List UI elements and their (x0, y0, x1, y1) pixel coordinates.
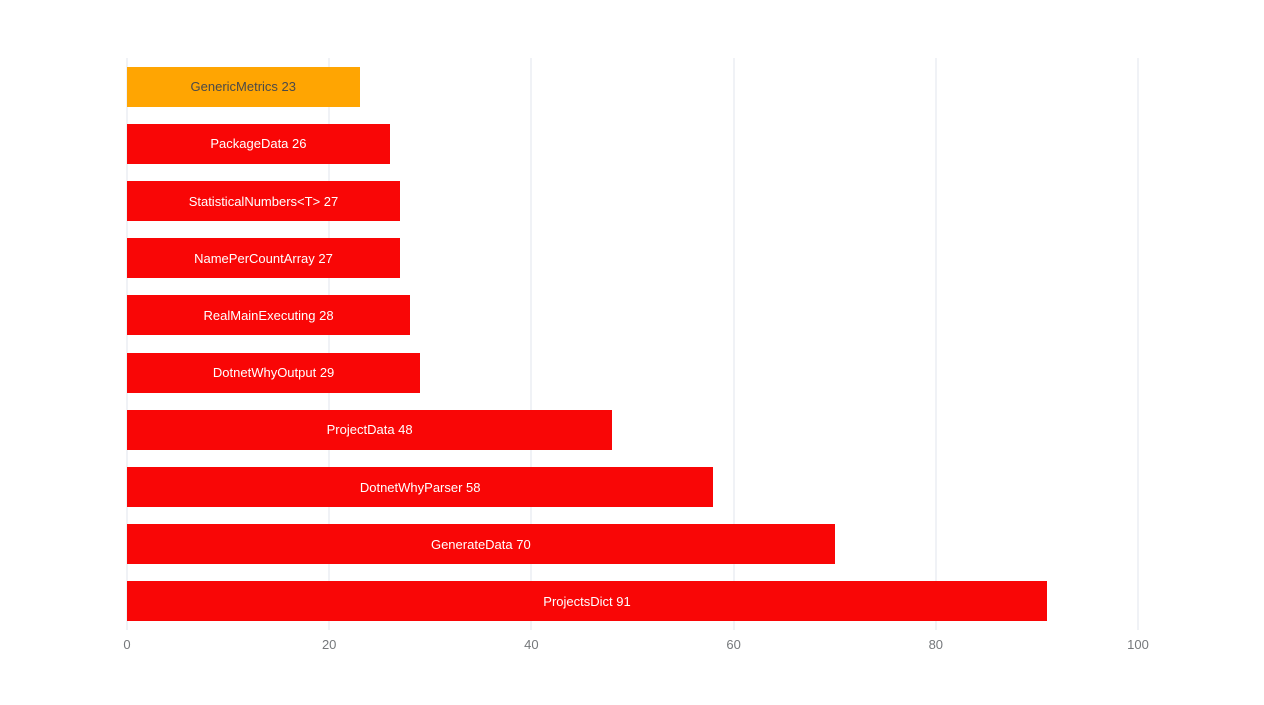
bar-row: NamePerCountArray 27 (127, 230, 1138, 287)
bar-row: StatisticalNumbers<T> 27 (127, 172, 1138, 229)
bar-generatedata: GenerateData 70 (127, 524, 835, 565)
bar-label: GenericMetrics 23 (190, 79, 296, 95)
bar-label: ProjectsDict 91 (543, 593, 631, 609)
x-axis: 0 20 40 60 80 100 (123, 630, 1148, 658)
bar-row: ProjectsDict 91 (127, 573, 1138, 630)
bar-dotnetwhyoutput: DotnetWhyOutput 29 (127, 352, 421, 393)
x-tick-label-0: 0 (123, 637, 131, 652)
bar-row: DotnetWhyOutput 29 (127, 344, 1138, 401)
bar-row: PackageData 26 (127, 115, 1138, 172)
bar-label: ProjectData 48 (326, 422, 413, 438)
x-tick-label-20: 20 (321, 637, 337, 652)
bar-label: StatisticalNumbers<T> 27 (188, 193, 339, 209)
bar-projectsdict: ProjectsDict 91 (127, 581, 1047, 622)
gridline-60 (733, 58, 735, 630)
bar-dotnetwhyparser: DotnetWhyParser 58 (127, 467, 714, 508)
bar-row: GenericMetrics 23 (127, 58, 1138, 115)
bar-row: GenerateData 70 (127, 516, 1138, 573)
bar-projectdata: ProjectData 48 (127, 409, 613, 450)
gridline-100 (1137, 58, 1139, 630)
bar-namepercountarray: NamePerCountArray 27 (127, 238, 400, 279)
bar-genericmetrics: GenericMetrics 23 (127, 66, 360, 107)
gridline-40 (530, 58, 532, 630)
gridline-0 (126, 58, 128, 630)
bar-label: PackageData 26 (210, 136, 307, 152)
bar-realmainexecuting: RealMainExecuting 28 (127, 295, 411, 336)
plot-area: GenericMetrics 23 PackageData 26 Statist… (126, 58, 1139, 630)
bar-label: DotnetWhyParser 58 (359, 479, 481, 495)
bar-label: DotnetWhyOutput 29 (212, 365, 335, 381)
bar-label: GenerateData 70 (430, 536, 531, 552)
x-tick-label-80: 80 (928, 637, 944, 652)
bar-row: RealMainExecuting 28 (127, 287, 1138, 344)
bar-statisticalnumbers: StatisticalNumbers<T> 27 (127, 181, 400, 221)
x-tick-label-40: 40 (524, 637, 539, 652)
bar-row: ProjectData 48 (127, 401, 1138, 458)
x-tick-label-100: 100 (1127, 637, 1149, 652)
bar-label: NamePerCountArray 27 (194, 250, 333, 266)
bar-label: RealMainExecuting 28 (203, 307, 334, 323)
bar-row: DotnetWhyParser 58 (127, 458, 1138, 515)
bars-container: GenericMetrics 23 PackageData 26 Statist… (127, 58, 1138, 630)
x-tick-label-60: 60 (726, 637, 741, 652)
gridline-80 (935, 58, 937, 630)
bar-packagedata: PackageData 26 (127, 123, 390, 164)
gridline-20 (328, 58, 330, 630)
